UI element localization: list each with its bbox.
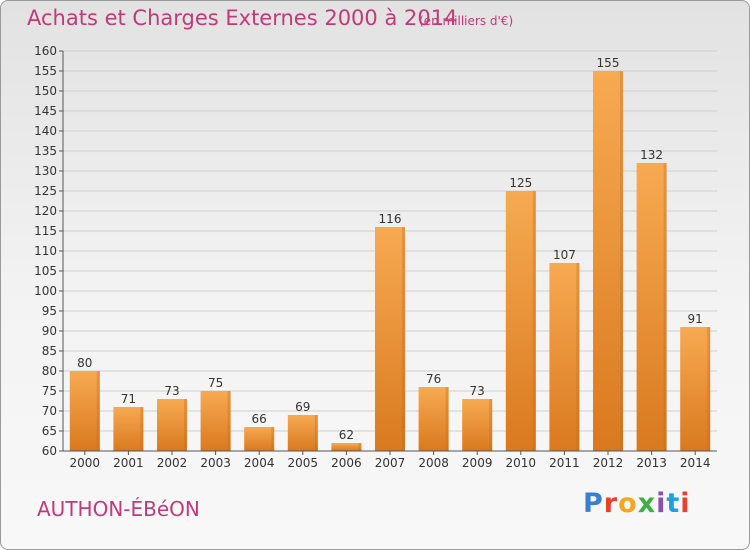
y-tick-label: 100 [34, 284, 57, 298]
y-tick-label: 80 [42, 364, 57, 378]
y-tick-label: 70 [42, 404, 57, 418]
bar-edge [271, 427, 275, 451]
logo-letter: P [583, 488, 604, 519]
bar [636, 163, 667, 451]
bar-edge [184, 399, 187, 451]
y-tick-label: 60 [42, 444, 57, 458]
x-tick-label: 2005 [288, 456, 319, 470]
y-tick-label: 135 [34, 144, 57, 158]
place-name: AUTHON-ÉBéON [37, 497, 200, 521]
bar [462, 399, 493, 451]
data-label: 116 [379, 212, 402, 226]
y-tick-label: 75 [42, 384, 57, 398]
x-tick-label: 2014 [680, 456, 711, 470]
bar-edge [227, 391, 231, 451]
x-tick-label: 2007 [375, 456, 406, 470]
bar [244, 427, 275, 451]
data-label: 73 [164, 384, 179, 398]
logo-letter: t [666, 488, 681, 519]
y-tick-label: 160 [34, 44, 57, 58]
y-tick-label: 140 [34, 124, 57, 138]
data-label: 80 [77, 356, 92, 370]
bar [418, 387, 449, 451]
x-tick-label: 2003 [200, 456, 231, 470]
y-tick-label: 115 [34, 224, 57, 238]
bar-edge [620, 71, 623, 451]
y-tick-label: 120 [34, 204, 57, 218]
bar-edge [707, 327, 711, 451]
bar [287, 415, 318, 451]
bar-edge [140, 407, 144, 451]
data-label: 91 [688, 312, 703, 326]
proxiti-logo: Proxiti [583, 488, 691, 519]
logo-letter: o [618, 488, 638, 519]
y-tick-label: 65 [42, 424, 57, 438]
bar-edge [489, 399, 493, 451]
y-tick-label: 125 [34, 184, 57, 198]
chart-title: Achats et Charges Externes 2000 à 2014 [27, 6, 458, 30]
bar [549, 263, 580, 451]
bar-edge [576, 263, 580, 451]
y-tick-label: 110 [34, 244, 57, 258]
y-tick-label: 150 [34, 84, 57, 98]
y-tick-label: 130 [34, 164, 57, 178]
y-tick-label: 155 [34, 64, 57, 78]
data-label: 155 [597, 56, 620, 70]
bar-edge [402, 227, 405, 451]
x-tick-label: 2009 [462, 456, 493, 470]
x-tick-label: 2010 [506, 456, 537, 470]
data-label: 73 [470, 384, 485, 398]
x-tick-label: 2011 [549, 456, 580, 470]
bar [375, 227, 405, 451]
bar [593, 71, 623, 451]
data-label: 62 [339, 428, 354, 442]
data-label: 132 [640, 148, 663, 162]
y-tick-label: 105 [34, 264, 57, 278]
y-tick-label: 95 [42, 304, 57, 318]
logo-letter: i [680, 488, 691, 519]
data-label: 69 [295, 400, 310, 414]
logo-letter: r [603, 488, 619, 519]
x-tick-label: 2000 [70, 456, 101, 470]
bar-edge [314, 415, 318, 451]
bar [113, 407, 144, 451]
data-label: 71 [121, 392, 136, 406]
x-tick-label: 2013 [636, 456, 667, 470]
y-tick-label: 85 [42, 344, 57, 358]
x-tick-label: 2001 [113, 456, 144, 470]
x-tick-label: 2008 [418, 456, 449, 470]
x-tick-label: 2004 [244, 456, 275, 470]
bar [331, 443, 362, 451]
logo-letter: x [637, 488, 657, 519]
data-label: 76 [426, 372, 441, 386]
x-tick-label: 2012 [593, 456, 624, 470]
data-label: 66 [252, 412, 267, 426]
bar [157, 399, 187, 451]
bar [69, 371, 100, 451]
bar [680, 327, 711, 451]
data-label: 75 [208, 376, 223, 390]
x-tick-label: 2002 [157, 456, 188, 470]
bar-edge [532, 191, 536, 451]
y-tick-label: 90 [42, 324, 57, 338]
bar-edge [96, 371, 100, 451]
chart-unit: (en milliers d'€) [419, 14, 514, 28]
data-label: 125 [509, 176, 532, 190]
bar-edge [445, 387, 449, 451]
bar-edge [663, 163, 667, 451]
logo-letter: i [656, 488, 667, 519]
y-tick-label: 145 [34, 104, 57, 118]
bar-edge [358, 443, 362, 451]
data-label: 107 [553, 248, 576, 262]
bar [505, 191, 536, 451]
x-tick-label: 2006 [331, 456, 362, 470]
bar [200, 391, 231, 451]
